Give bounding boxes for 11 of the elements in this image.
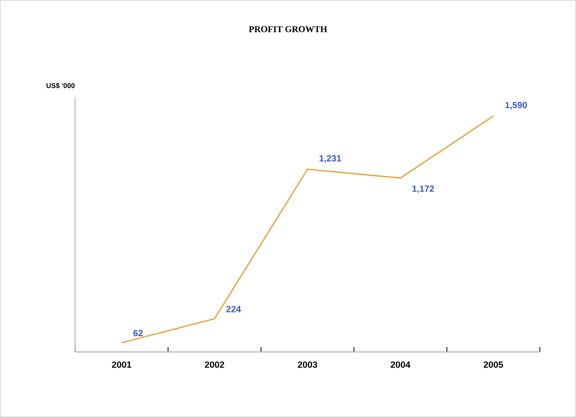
x-tick-label: 2001 [112, 361, 132, 368]
data-label: 1,590 [505, 102, 527, 110]
data-label: 62 [133, 330, 143, 336]
data-label: 1,172 [412, 185, 434, 194]
data-label: 224 [226, 306, 241, 312]
x-tick-label: 2005 [484, 361, 504, 368]
x-tick-label: 2002 [204, 361, 224, 368]
x-tick-label: 2003 [298, 361, 318, 368]
chart-title: PROFIT GROWTH [248, 26, 328, 32]
data-label: 1,231 [320, 155, 342, 163]
x-tick-label: 2004 [390, 361, 410, 368]
